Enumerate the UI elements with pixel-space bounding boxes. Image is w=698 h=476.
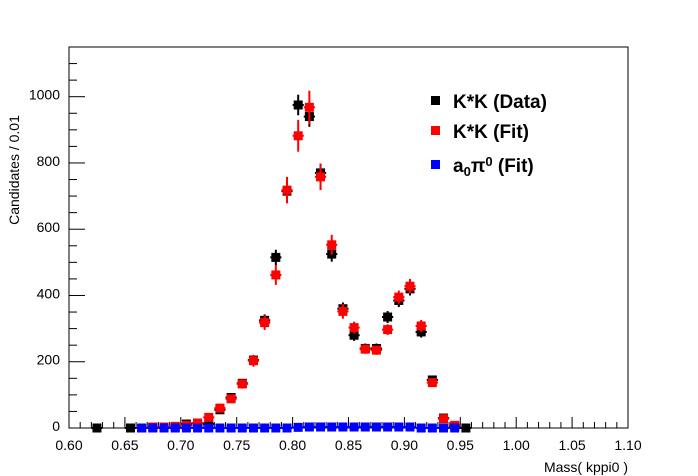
data-point xyxy=(338,306,348,316)
data-point xyxy=(237,423,247,433)
data-point xyxy=(248,356,258,366)
data-point xyxy=(125,423,135,433)
data-point xyxy=(215,403,225,413)
x-tick-label: 0.80 xyxy=(279,437,306,453)
x-tick-label: 0.85 xyxy=(335,437,362,453)
legend-marker-a0pi0 xyxy=(431,160,440,169)
data-point xyxy=(450,423,460,433)
legend-label-data: K*K (Data) xyxy=(453,92,547,113)
data-point xyxy=(338,422,348,432)
data-point xyxy=(170,423,180,433)
data-point xyxy=(461,423,471,433)
data-point xyxy=(260,318,270,328)
legend-marker-fit xyxy=(431,126,440,135)
data-point xyxy=(394,422,404,432)
data-point xyxy=(293,422,303,432)
data-point xyxy=(271,252,281,262)
data-point xyxy=(349,422,359,432)
data-point xyxy=(349,330,359,340)
legend-marker-data xyxy=(431,96,440,105)
data-point xyxy=(193,418,203,428)
y-tick-label: 1000 xyxy=(29,87,60,103)
data-point xyxy=(293,100,303,110)
data-point xyxy=(293,131,303,141)
data-point xyxy=(215,423,225,433)
x-axis: 0.60 0.65 0.70 0.75 0.80 0.85 0.90 0.95 1.00 1.05… xyxy=(55,417,642,453)
x-tick-label: 0.95 xyxy=(447,437,474,453)
y-tick-label: 600 xyxy=(37,219,61,235)
legend-label-a0pi0: a0π0 (Fit) xyxy=(453,154,534,179)
data-point xyxy=(282,185,292,195)
legend: K*K (Data) K*K (Fit) a0π0 (Fit) xyxy=(431,92,547,179)
data-point xyxy=(137,423,147,433)
legend-label-fit: K*K (Fit) xyxy=(453,122,529,143)
data-point xyxy=(226,394,236,404)
data-point xyxy=(416,423,426,433)
data-point xyxy=(271,423,281,433)
series-2 xyxy=(136,422,461,433)
data-point xyxy=(394,292,404,302)
x-tick-label: 0.70 xyxy=(167,437,194,453)
x-tick-label: 0.75 xyxy=(223,437,250,453)
data-point xyxy=(405,422,415,432)
x-tick-label: 0.90 xyxy=(391,437,418,453)
y-tick-label: 0 xyxy=(52,418,60,434)
x-tick-label: 1.10 xyxy=(614,437,641,453)
data-point xyxy=(416,321,426,331)
y-tick-label: 200 xyxy=(37,352,61,368)
data-point xyxy=(360,422,370,432)
data-point xyxy=(248,423,258,433)
data-point xyxy=(226,423,236,433)
data-point xyxy=(193,423,203,433)
data-point xyxy=(304,422,314,432)
data-point xyxy=(405,281,415,291)
data-point xyxy=(316,422,326,432)
data-point xyxy=(159,423,169,433)
data-point xyxy=(349,323,359,333)
data-point xyxy=(371,345,381,355)
data-points xyxy=(91,90,472,433)
data-point xyxy=(237,379,247,389)
data-point xyxy=(260,423,270,433)
y-tick-label: 800 xyxy=(37,153,61,169)
y-axis-label: Candidates / 0.01 xyxy=(6,115,22,225)
data-point xyxy=(383,325,393,335)
data-point xyxy=(92,423,102,433)
x-tick-label: 0.60 xyxy=(55,437,82,453)
data-point xyxy=(427,378,437,388)
data-point xyxy=(304,102,314,112)
data-point xyxy=(316,172,326,182)
data-point xyxy=(204,412,214,422)
x-tick-label: 1.05 xyxy=(558,437,585,453)
data-point xyxy=(204,423,214,433)
y-tick-label: 400 xyxy=(37,285,61,301)
data-point xyxy=(327,422,337,432)
data-point xyxy=(271,270,281,280)
x-axis-label: Mass( kppi0 ) xyxy=(544,459,628,475)
plot-frame xyxy=(68,46,629,429)
data-point xyxy=(360,344,370,354)
x-tick-label: 1.00 xyxy=(503,437,530,453)
data-point xyxy=(383,422,393,432)
y-axis: 0 200 400 600 800 1000 xyxy=(29,46,85,434)
data-point xyxy=(371,422,381,432)
x-tick-label: 0.65 xyxy=(111,437,138,453)
data-point xyxy=(383,312,393,322)
data-point xyxy=(439,414,449,424)
data-point xyxy=(439,423,449,433)
data-point xyxy=(427,423,437,433)
data-point xyxy=(282,423,292,433)
data-point xyxy=(148,423,158,433)
data-point xyxy=(181,423,191,433)
data-point xyxy=(327,240,337,250)
